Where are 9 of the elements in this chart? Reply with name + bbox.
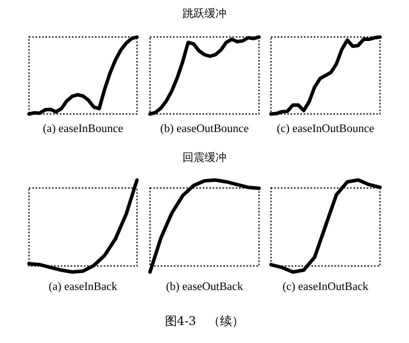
title: 回震缓冲 — [182, 151, 226, 164]
title: 跳跃缓冲 — [182, 7, 226, 20]
xlabel: (c) easeInOutBack — [282, 281, 368, 293]
xlabel: (b) easeOutBack — [166, 281, 243, 293]
xlabel: (a) easeInBack — [48, 281, 118, 293]
annotation: 图4-3 （续） — [164, 314, 244, 328]
xlabel: (a) easeInBounce — [42, 123, 124, 135]
xlabel: (b) easeOutBounce — [160, 123, 249, 135]
xlabel: (c) easeInOutBounce — [276, 123, 374, 135]
